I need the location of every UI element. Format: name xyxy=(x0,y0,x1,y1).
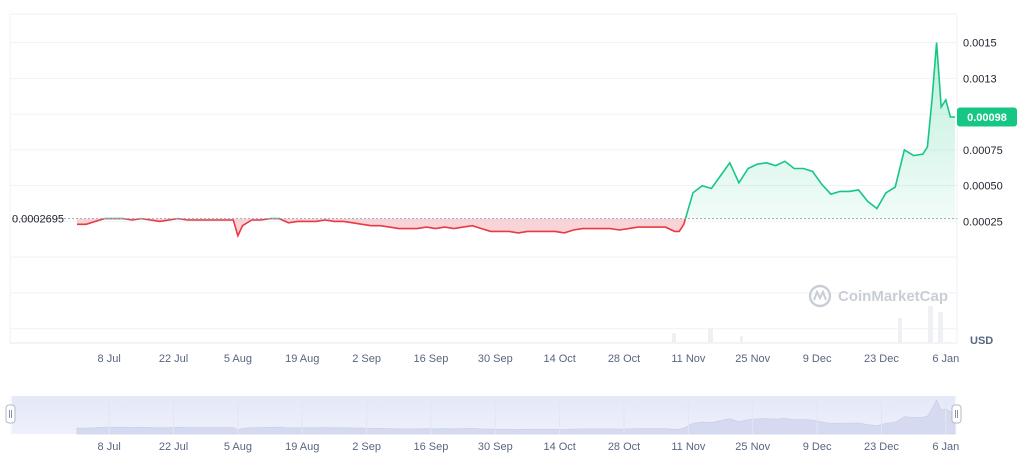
volume-bar xyxy=(672,333,676,343)
navigator-x-tick-label: 9 Dec xyxy=(803,441,832,453)
y-tick-label: 0.0013 xyxy=(963,73,997,85)
navigator-x-tick-label: 6 Jan xyxy=(932,441,959,453)
navigator-area xyxy=(76,399,956,435)
currency-label: USD xyxy=(970,335,993,347)
x-tick-label: 16 Sep xyxy=(414,353,449,365)
navigator-x-tick-label: 28 Oct xyxy=(608,441,640,453)
watermark-text: CoinMarketCap xyxy=(838,288,948,305)
current-price-badge xyxy=(957,107,1017,127)
volume-bar xyxy=(938,312,943,343)
range-navigator[interactable] xyxy=(5,396,962,435)
navigator-x-tick-label: 19 Aug xyxy=(285,441,319,453)
current-price-label: 0.00098 xyxy=(967,112,1007,124)
area-above-baseline xyxy=(77,42,955,219)
y-tick-label: 0.00025 xyxy=(963,216,1003,228)
x-tick-label: 25 Nov xyxy=(735,353,770,365)
x-tick-label: 9 Dec xyxy=(803,353,832,365)
volume-bar xyxy=(928,306,933,343)
navigator-x-tick-label: 25 Nov xyxy=(735,441,770,453)
x-tick-label: 30 Sep xyxy=(478,353,513,365)
navigator-handle-left[interactable] xyxy=(5,404,16,424)
navigator-x-tick-label: 23 Dec xyxy=(864,441,899,453)
y-tick-label: 0.0015 xyxy=(963,38,997,50)
watermark: CoinMarketCap xyxy=(808,284,948,308)
navigator-x-tick-label: 22 Jul xyxy=(159,441,188,453)
navigator-x-tick-label: 16 Sep xyxy=(414,441,449,453)
x-tick-label: 23 Dec xyxy=(864,353,899,365)
navigator-x-tick-label: 14 Oct xyxy=(543,441,575,453)
coinmarketcap-logo-wave xyxy=(813,289,827,301)
coinmarketcap-logo-icon xyxy=(808,284,832,308)
x-tick-label: 2 Sep xyxy=(352,353,381,365)
price-line-above-baseline xyxy=(101,42,955,219)
volume-bar xyxy=(708,328,713,343)
y-tick-label: 0.00075 xyxy=(963,145,1003,157)
volume-bars xyxy=(672,306,943,343)
handle-right-box[interactable] xyxy=(951,404,962,424)
x-tick-label: 11 Nov xyxy=(671,353,706,365)
x-tick-label: 8 Jul xyxy=(98,353,121,365)
y-tick-label: 0.00050 xyxy=(963,181,1003,193)
navigator-x-tick-label: 8 Jul xyxy=(98,441,121,453)
x-tick-label: 28 Oct xyxy=(608,353,640,365)
x-tick-label: 19 Aug xyxy=(285,353,319,365)
x-tick-label: 5 Aug xyxy=(224,353,252,365)
area-below-baseline xyxy=(77,218,686,236)
price-line-below-baseline xyxy=(77,218,687,238)
navigator-handle-right[interactable] xyxy=(951,404,962,424)
navigator-x-tick-label: 5 Aug xyxy=(224,441,252,453)
volume-bar xyxy=(740,336,743,343)
handle-left-box[interactable] xyxy=(5,404,16,424)
x-tick-label: 6 Jan xyxy=(932,353,959,365)
navigator-x-tick-label: 2 Sep xyxy=(352,441,381,453)
x-tick-label: 14 Oct xyxy=(543,353,575,365)
navigator-x-tick-label: 30 Sep xyxy=(478,441,513,453)
baseline-label: 0.0002695 xyxy=(12,214,64,226)
x-tick-label: 22 Jul xyxy=(159,353,188,365)
volume-bar xyxy=(898,318,902,343)
navigator-x-tick-label: 11 Nov xyxy=(671,441,706,453)
